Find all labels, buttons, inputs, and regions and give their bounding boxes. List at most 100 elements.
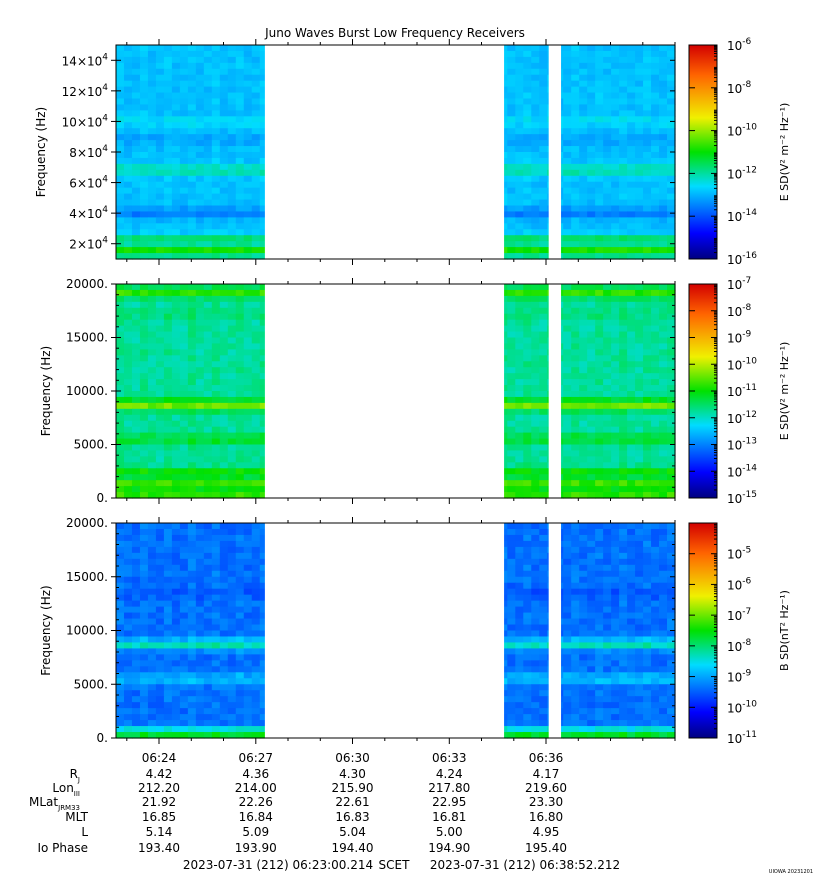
spectrogram-cell bbox=[219, 289, 229, 297]
spectrogram-cell bbox=[595, 181, 604, 189]
spectrogram-cell bbox=[579, 152, 588, 159]
spectrogram-cell bbox=[523, 319, 532, 327]
spectrogram-cell bbox=[123, 247, 133, 254]
spectrogram-cell bbox=[116, 68, 125, 76]
spectrogram-cell bbox=[147, 98, 157, 106]
spectrogram-cell bbox=[579, 80, 588, 88]
spectrogram-cell bbox=[635, 284, 644, 291]
spectrogram-cell bbox=[243, 157, 253, 165]
spectrogram-cell bbox=[219, 122, 229, 129]
spectrogram-cell bbox=[243, 163, 253, 171]
spectrogram-cell bbox=[619, 157, 628, 165]
spectrogram-cell bbox=[203, 337, 213, 345]
spectrogram-cell bbox=[651, 313, 660, 321]
spectrogram-cell bbox=[163, 116, 173, 123]
spectrogram-cell bbox=[619, 122, 628, 129]
spectrogram-cell bbox=[635, 468, 644, 475]
spectrogram-cell bbox=[147, 229, 157, 236]
spectrogram-cell bbox=[611, 110, 620, 117]
spectrogram-cell bbox=[163, 68, 173, 76]
spectrogram-cell bbox=[123, 110, 133, 117]
spectrogram-cell bbox=[587, 379, 596, 386]
spectrogram-cell bbox=[195, 169, 205, 177]
spectrogram-cell bbox=[643, 193, 652, 201]
spectrogram-cell bbox=[619, 247, 628, 254]
spectrogram-cell bbox=[595, 331, 604, 339]
spectrogram-cell bbox=[563, 319, 572, 327]
spectrogram-cell bbox=[531, 193, 540, 201]
spectrogram-cell bbox=[563, 331, 572, 339]
spectrogram-cell bbox=[131, 253, 141, 260]
spectrogram-cell bbox=[243, 50, 253, 58]
spectrogram-cell bbox=[155, 402, 165, 410]
spectrogram-cell bbox=[155, 367, 165, 374]
spectrogram-cell bbox=[571, 379, 580, 386]
spectrogram-cell bbox=[163, 349, 173, 356]
spectrogram-cell bbox=[219, 86, 229, 94]
spectrogram-cell bbox=[635, 140, 644, 147]
spectrogram-cell bbox=[219, 349, 229, 356]
spectrogram-cell bbox=[611, 241, 620, 248]
spectrogram-cell bbox=[627, 169, 636, 177]
spectrogram-cell bbox=[651, 361, 660, 368]
spectrogram-cell bbox=[259, 241, 269, 248]
spectrogram-cell bbox=[171, 361, 181, 368]
spectrogram-cell bbox=[171, 319, 181, 327]
spectrogram-cell bbox=[563, 391, 572, 398]
spectrogram-cell bbox=[163, 45, 173, 52]
spectrogram-cell bbox=[131, 211, 141, 218]
spectrogram-cell bbox=[235, 325, 245, 333]
spectrogram-cell bbox=[531, 432, 540, 440]
spectrogram-cell bbox=[219, 50, 229, 58]
spectrogram-cell bbox=[595, 450, 604, 457]
spectrogram-cell bbox=[123, 152, 133, 159]
spectrogram-cell bbox=[195, 253, 205, 260]
spectrogram-cell bbox=[595, 432, 604, 440]
spectrogram-cell bbox=[603, 152, 612, 159]
spectrogram-cell bbox=[179, 157, 189, 165]
spectrogram-cell bbox=[259, 319, 269, 327]
spectrogram-cell bbox=[531, 56, 540, 64]
spectrogram-cell bbox=[203, 140, 213, 147]
spectrogram-cell bbox=[171, 301, 181, 309]
spectrogram-cell bbox=[123, 74, 133, 82]
spectrogram-cell bbox=[219, 284, 229, 291]
spectrogram-cell bbox=[587, 426, 596, 434]
spectrogram-cell bbox=[243, 474, 253, 481]
spectrogram-cell bbox=[627, 284, 636, 291]
spectrogram-cell bbox=[219, 175, 229, 183]
spectrogram-cell bbox=[227, 289, 237, 297]
spectrogram-cell bbox=[235, 175, 245, 183]
spectrogram-cell bbox=[155, 379, 165, 386]
spectrogram-cell bbox=[123, 307, 133, 315]
spectrogram-cell bbox=[515, 379, 524, 386]
spectrogram-cell bbox=[619, 337, 628, 345]
spectrogram-cell bbox=[635, 193, 644, 201]
spectrogram-cell bbox=[147, 379, 157, 386]
spectrogram-cell bbox=[203, 402, 213, 410]
spectrogram-cell bbox=[116, 468, 125, 475]
spectrogram-cell bbox=[187, 68, 197, 76]
spectrogram-cell bbox=[147, 289, 157, 297]
spectrogram-cell bbox=[219, 163, 229, 171]
spectrogram-cell bbox=[227, 468, 237, 475]
spectrogram-cell bbox=[235, 331, 245, 339]
spectrogram-cell bbox=[595, 284, 604, 291]
spectrogram-cell bbox=[619, 456, 628, 463]
spectrogram-cell bbox=[235, 450, 245, 457]
spectrogram-cell bbox=[187, 128, 197, 135]
spectrogram-cell bbox=[651, 122, 660, 129]
spectrogram-cell bbox=[171, 253, 181, 260]
spectrogram-cell bbox=[163, 396, 173, 404]
spectrogram-cell bbox=[259, 74, 269, 82]
spectrogram-cell bbox=[123, 337, 133, 345]
spectrogram-cell bbox=[667, 432, 676, 440]
spectrogram-cell bbox=[539, 247, 548, 254]
spectrogram-cell bbox=[627, 367, 636, 374]
spectrogram-cell bbox=[203, 414, 213, 422]
spectrogram-cell bbox=[611, 62, 620, 70]
spectrogram-cell bbox=[579, 110, 588, 117]
spectrogram-cell bbox=[203, 462, 213, 469]
spectrogram-cell bbox=[195, 432, 205, 440]
spectrogram-cell bbox=[571, 408, 580, 416]
